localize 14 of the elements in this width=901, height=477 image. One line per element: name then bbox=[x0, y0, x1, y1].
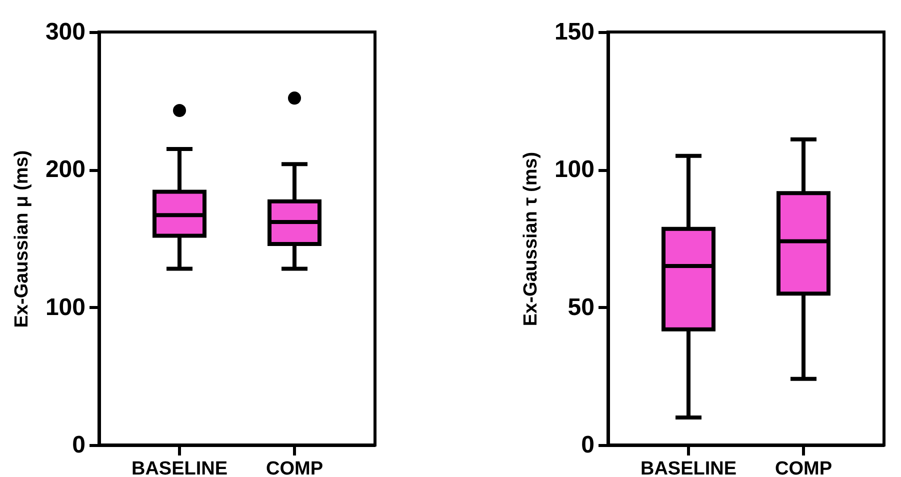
x-tick-label: BASELINE bbox=[131, 458, 228, 477]
y-tick-label: 0 bbox=[581, 432, 594, 458]
y-tick-label: 100 bbox=[554, 156, 594, 184]
y-tick-label: 100 bbox=[45, 294, 86, 321]
y-tick-label: 150 bbox=[554, 18, 594, 46]
y-tick-label: 200 bbox=[45, 156, 86, 184]
x-tick-label: BASELINE bbox=[640, 458, 737, 477]
y-axis-title: Ex-Gaussian μ (ms) bbox=[11, 150, 32, 328]
y-tick-label: 0 bbox=[72, 432, 86, 458]
y-tick-label: 300 bbox=[45, 18, 86, 46]
x-tick-label: COMP bbox=[775, 458, 832, 477]
x-tick-label: COMP bbox=[266, 458, 324, 477]
y-tick-label: 50 bbox=[568, 294, 594, 321]
y-axis-title: Ex-Gaussian τ (ms) bbox=[520, 152, 542, 326]
